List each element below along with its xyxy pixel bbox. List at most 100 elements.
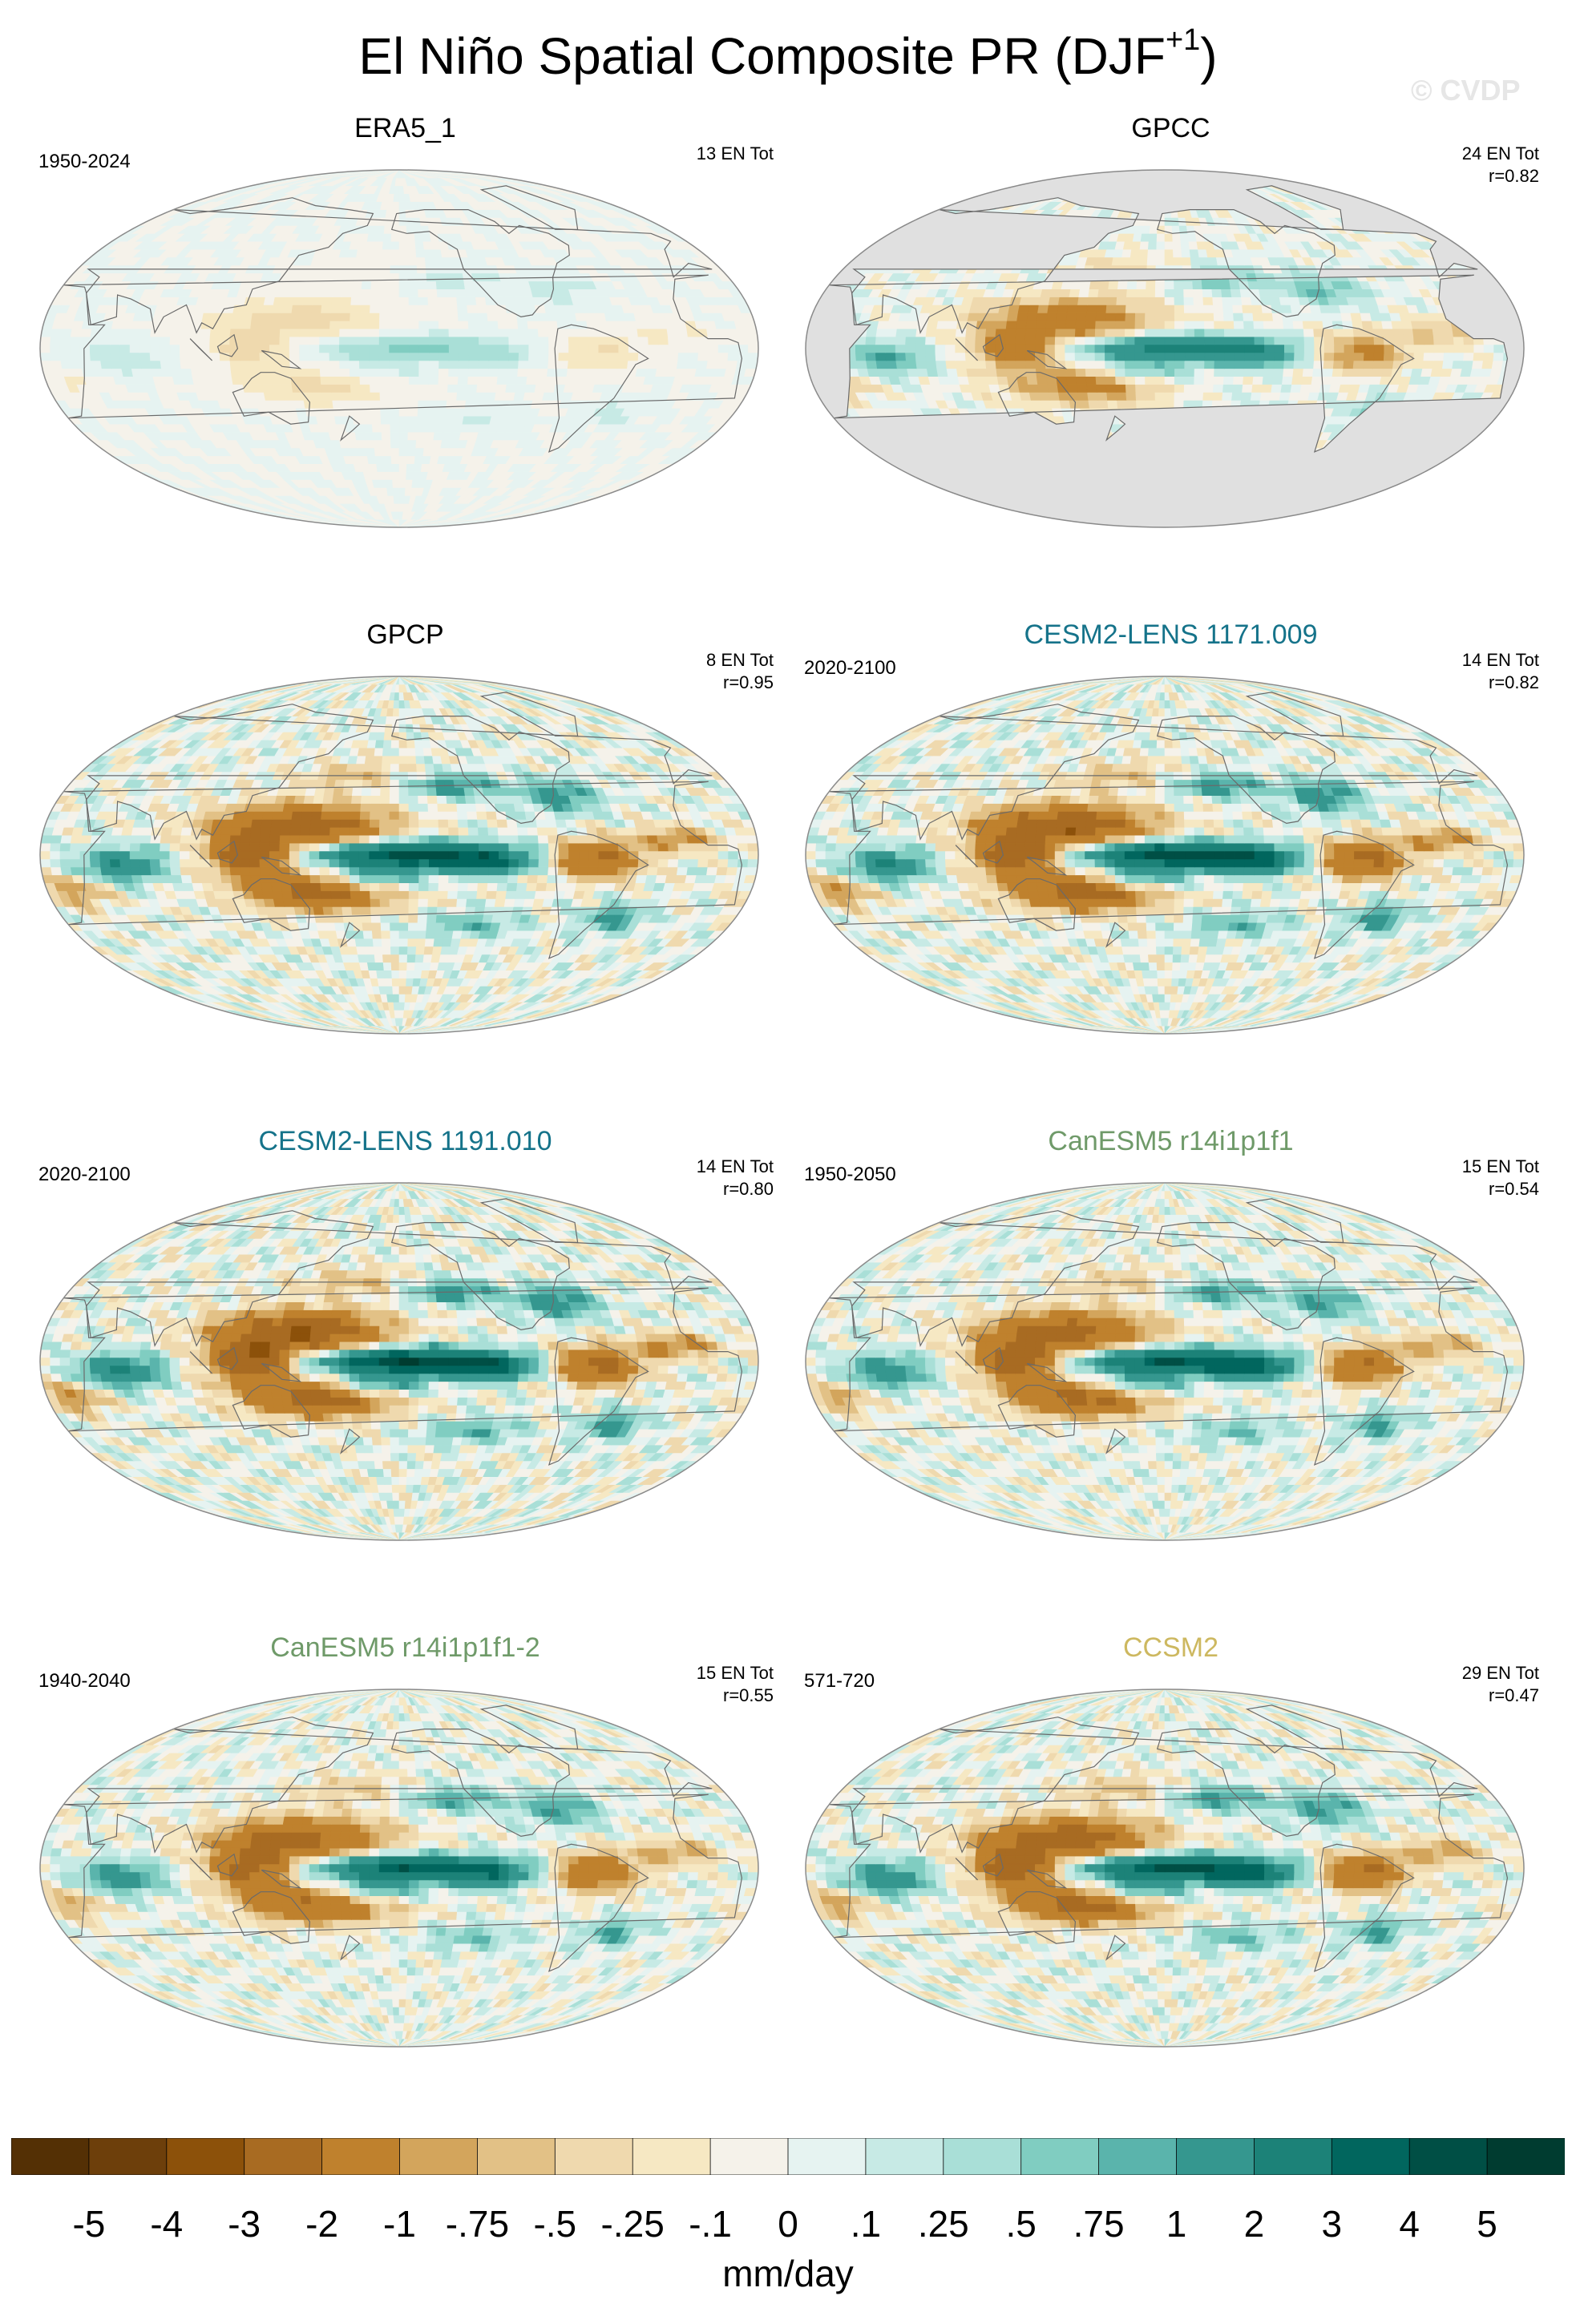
anomaly-cell bbox=[1105, 360, 1116, 369]
anomaly-cell bbox=[1074, 360, 1086, 369]
anomaly-cell bbox=[389, 407, 400, 417]
anomaly-cell bbox=[321, 392, 333, 401]
anomaly-cell bbox=[1333, 336, 1345, 345]
anomaly-cell bbox=[1164, 384, 1175, 393]
anomaly-cell bbox=[507, 321, 519, 329]
anomaly-cell bbox=[418, 328, 430, 337]
anomaly-cell bbox=[446, 288, 457, 297]
anomaly-cell bbox=[448, 368, 459, 377]
anomaly-cell bbox=[454, 407, 466, 417]
title-superscript: +1 bbox=[1166, 23, 1200, 57]
anomaly-cell bbox=[448, 352, 459, 361]
anomaly-cell bbox=[291, 305, 303, 313]
anomaly-cell bbox=[374, 455, 385, 465]
anomaly-cell bbox=[109, 344, 120, 353]
anomaly-cell bbox=[1383, 352, 1395, 361]
anomaly-cell bbox=[513, 297, 526, 305]
anomaly-cell bbox=[313, 288, 325, 297]
anomaly-cell bbox=[70, 344, 81, 353]
anomaly-cell bbox=[494, 392, 507, 401]
anomaly-cell bbox=[416, 256, 426, 266]
anomaly-cell bbox=[408, 288, 419, 297]
anomaly-cell bbox=[100, 360, 112, 369]
anomaly-cell bbox=[379, 384, 390, 393]
anomaly-cell bbox=[418, 376, 430, 385]
anomaly-cell bbox=[51, 360, 63, 369]
anomaly-cell bbox=[370, 305, 381, 313]
anomaly-cell bbox=[1362, 360, 1375, 369]
anomaly-cell bbox=[607, 328, 619, 337]
anomaly-cell bbox=[445, 280, 456, 289]
anomaly-cell bbox=[1124, 352, 1136, 361]
anomaly-cell bbox=[385, 209, 394, 218]
anomaly-cell bbox=[422, 240, 433, 250]
anomaly-cell bbox=[253, 392, 266, 401]
anomaly-cell bbox=[1035, 360, 1046, 369]
anomaly-cell bbox=[1193, 384, 1205, 393]
anomaly-cell bbox=[1076, 384, 1088, 393]
anomaly-cell bbox=[281, 305, 293, 313]
anomaly-cell bbox=[59, 352, 71, 361]
anomaly-cell bbox=[578, 352, 589, 361]
anomaly-cell bbox=[1174, 368, 1186, 377]
anomaly-cell bbox=[392, 201, 400, 210]
anomaly-cell bbox=[945, 360, 957, 369]
anomaly-cell bbox=[383, 463, 393, 472]
anomaly-cell bbox=[727, 352, 739, 361]
anomaly-cell bbox=[364, 439, 375, 449]
anomaly-cell bbox=[1240, 392, 1252, 401]
anomaly-cell bbox=[448, 360, 459, 369]
anomaly-cell bbox=[1154, 352, 1166, 361]
anomaly-cell bbox=[373, 248, 383, 258]
anomaly-cell bbox=[377, 471, 386, 480]
anomaly-cell bbox=[293, 400, 306, 409]
anomaly-cell bbox=[417, 407, 428, 417]
anomaly-cell bbox=[577, 360, 589, 369]
anomaly-cell bbox=[915, 336, 927, 345]
anomaly-cell bbox=[876, 368, 890, 377]
anomaly-cell bbox=[1065, 336, 1076, 345]
anomaly-cell bbox=[468, 336, 479, 345]
anomaly-cell bbox=[935, 360, 948, 369]
anomaly-cell bbox=[319, 360, 330, 369]
anomaly-cell bbox=[319, 344, 330, 353]
anomaly-cell bbox=[1283, 360, 1295, 369]
anomaly-cell bbox=[370, 392, 381, 401]
anomaly-cell bbox=[1452, 360, 1464, 369]
anomaly-cell bbox=[1283, 352, 1295, 361]
anomaly-cell bbox=[269, 344, 281, 353]
anomaly-cell bbox=[1202, 384, 1214, 393]
anomaly-cell bbox=[957, 376, 970, 385]
anomaly-cell bbox=[300, 376, 312, 385]
anomaly-cell bbox=[454, 280, 466, 289]
anomaly-cell bbox=[594, 376, 607, 385]
anomaly-cell bbox=[119, 360, 132, 369]
anomaly-cell bbox=[648, 344, 659, 353]
anomaly-cell bbox=[359, 384, 371, 393]
anomaly-cell bbox=[289, 352, 301, 361]
anomaly-cell bbox=[360, 392, 371, 401]
anomaly-cell bbox=[273, 297, 285, 305]
anomaly-cell bbox=[428, 376, 439, 385]
anomaly-cell bbox=[865, 352, 877, 361]
anomaly-cell bbox=[588, 344, 600, 353]
anomaly-cell bbox=[466, 297, 477, 305]
anomaly-cell bbox=[200, 328, 212, 337]
anomaly-cell bbox=[350, 313, 361, 321]
anomaly-cell bbox=[955, 344, 966, 353]
anomaly-cell bbox=[408, 384, 419, 393]
anomaly-cell bbox=[378, 368, 390, 377]
anomaly-cell bbox=[448, 336, 459, 345]
anomaly-cell bbox=[996, 368, 1008, 377]
anomaly-cell bbox=[110, 360, 123, 369]
anomaly-cell bbox=[618, 344, 629, 353]
anomaly-cell bbox=[915, 344, 926, 353]
anomaly-cell bbox=[129, 336, 141, 345]
anomaly-cell bbox=[594, 313, 607, 321]
anomaly-cell bbox=[398, 384, 410, 393]
anomaly-cell bbox=[597, 336, 609, 345]
anomaly-cell bbox=[394, 185, 400, 195]
anomaly-cell bbox=[866, 360, 878, 369]
anomaly-cell bbox=[1145, 400, 1156, 409]
anomaly-cell bbox=[289, 368, 301, 377]
